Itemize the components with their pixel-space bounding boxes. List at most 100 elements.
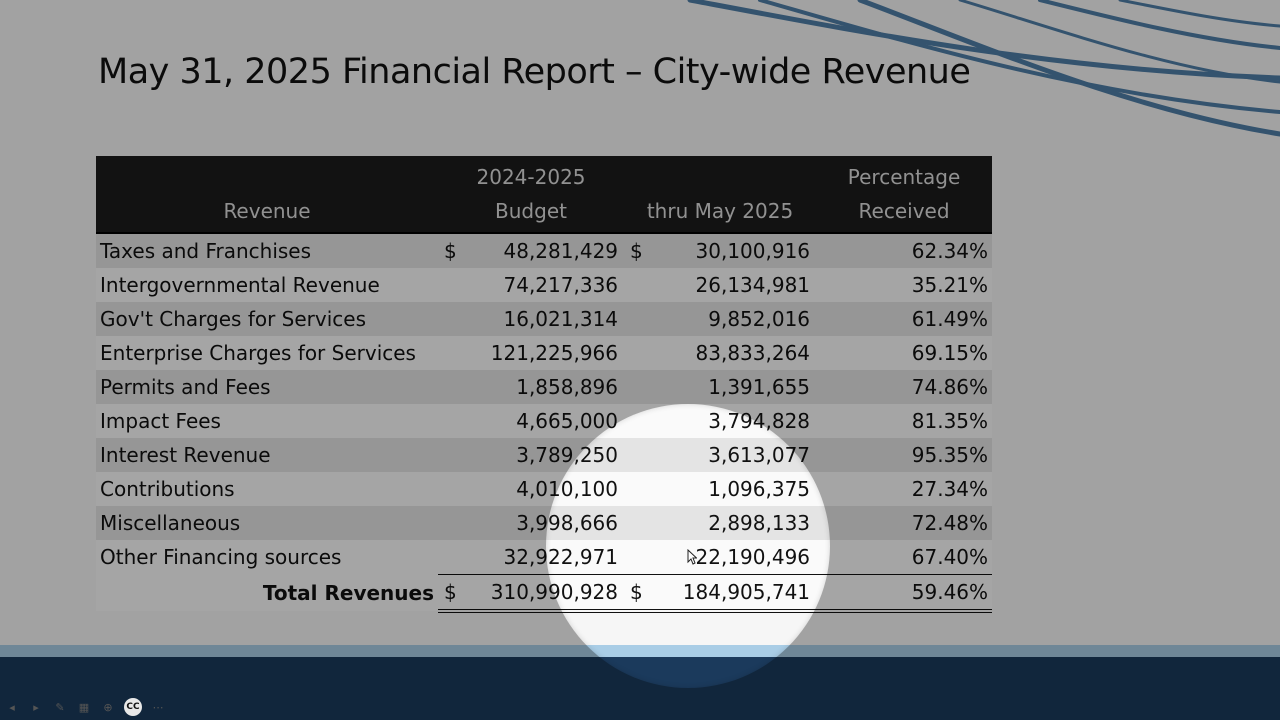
row-thru-currency: [624, 506, 663, 540]
row-budget: 3,998,666: [476, 506, 625, 540]
slide-footer-band: [0, 645, 1280, 720]
row-thru: 3,613,077: [662, 438, 817, 472]
table-row: Impact Fees 4,665,000 3,794,828 81.35%: [96, 404, 993, 438]
revenue-table-body: Taxes and Franchises $ 48,281,429 $ 30,1…: [96, 233, 993, 613]
header-budget: 2024-2025 Budget: [438, 156, 625, 234]
slide-grid-icon[interactable]: ▦: [78, 700, 90, 714]
row-pct: 81.35%: [816, 404, 993, 438]
row-budget: 3,789,250: [476, 438, 625, 472]
revenue-table-header: Revenue 2024-2025 Budget thru May 2025 P…: [96, 156, 993, 234]
row-budget: 1,858,896: [476, 370, 625, 404]
row-name: Contributions: [96, 472, 438, 506]
row-budget: 4,665,000: [476, 404, 625, 438]
row-thru-currency: [624, 404, 663, 438]
zoom-icon[interactable]: ⊕: [103, 700, 113, 714]
row-pct: 61.49%: [816, 302, 993, 336]
row-name: Intergovernmental Revenue: [96, 268, 438, 302]
row-budget: 48,281,429: [476, 233, 625, 268]
row-budget-currency: [438, 370, 476, 404]
table-row: Miscellaneous 3,998,666 2,898,133 72.48%: [96, 506, 993, 540]
header-budget-line1: 2024-2025: [476, 165, 586, 189]
pen-tool-icon[interactable]: ✎: [55, 700, 65, 714]
row-budget-currency: [438, 506, 476, 540]
row-thru: 3,794,828: [662, 404, 817, 438]
row-name: Miscellaneous: [96, 506, 438, 540]
table-row: Taxes and Franchises $ 48,281,429 $ 30,1…: [96, 233, 993, 268]
row-budget: 4,010,100: [476, 472, 625, 506]
table-row: Gov't Charges for Services 16,021,314 9,…: [96, 302, 993, 336]
row-budget-currency: [438, 438, 476, 472]
total-row: Total Revenues $ 310,990,928 $ 184,905,7…: [96, 574, 993, 613]
row-budget-currency: $: [438, 233, 476, 268]
row-budget-currency: [438, 472, 476, 506]
revenue-table: Revenue 2024-2025 Budget thru May 2025 P…: [96, 156, 993, 613]
total-budget-currency: $: [438, 574, 476, 613]
row-thru: 1,391,655: [662, 370, 817, 404]
total-thru-currency: $: [624, 574, 663, 613]
row-thru: 1,096,375: [662, 472, 817, 506]
table-row: Enterprise Charges for Services 121,225,…: [96, 336, 993, 370]
row-name: Interest Revenue: [96, 438, 438, 472]
row-thru-currency: [624, 472, 663, 506]
header-percentage-received: Percentage Received: [816, 156, 993, 234]
decorative-swoosh-graphic: [687, 0, 1280, 137]
next-slide-icon[interactable]: ▸: [33, 700, 39, 714]
row-thru-currency: [624, 370, 663, 404]
row-pct: 27.34%: [816, 472, 993, 506]
row-thru: 83,833,264: [662, 336, 817, 370]
captions-record-button[interactable]: CC: [124, 698, 142, 716]
header-pct-line2: Received: [858, 199, 950, 223]
row-budget-currency: [438, 540, 476, 575]
row-budget: 32,922,971: [476, 540, 625, 575]
total-pct: 59.46%: [816, 574, 993, 613]
row-pct: 35.21%: [816, 268, 993, 302]
row-budget-currency: [438, 336, 476, 370]
row-thru-currency: $: [624, 233, 663, 268]
total-thru: 184,905,741: [662, 574, 817, 613]
row-name: Permits and Fees: [96, 370, 438, 404]
previous-slide-icon[interactable]: ◂: [9, 700, 15, 714]
row-name: Enterprise Charges for Services: [96, 336, 438, 370]
row-pct: 69.15%: [816, 336, 993, 370]
row-thru-currency: [624, 438, 663, 472]
row-pct: 62.34%: [816, 233, 993, 268]
row-pct: 95.35%: [816, 438, 993, 472]
footer-dark-band: [0, 657, 1280, 720]
row-thru: 2,898,133: [662, 506, 817, 540]
total-budget: 310,990,928: [476, 574, 625, 613]
row-thru: 30,100,916: [662, 233, 817, 268]
presentation-slide: May 31, 2025 Financial Report – City-wid…: [0, 0, 1280, 645]
row-name: Impact Fees: [96, 404, 438, 438]
row-thru-currency: [624, 540, 663, 575]
row-name: Other Financing sources: [96, 540, 438, 575]
row-budget-currency: [438, 268, 476, 302]
table-row: Interest Revenue 3,789,250 3,613,077 95.…: [96, 438, 993, 472]
header-pct-line1: Percentage: [847, 165, 961, 189]
row-pct: 67.40%: [816, 540, 993, 575]
row-thru-currency: [624, 268, 663, 302]
row-budget: 16,021,314: [476, 302, 625, 336]
row-thru: 26,134,981: [662, 268, 817, 302]
row-name: Gov't Charges for Services: [96, 302, 438, 336]
row-budget: 121,225,966: [476, 336, 625, 370]
row-name: Taxes and Franchises: [96, 233, 438, 268]
table-row: Other Financing sources 32,922,971 22,19…: [96, 540, 993, 575]
row-pct: 74.86%: [816, 370, 993, 404]
table-row: Intergovernmental Revenue 74,217,336 26,…: [96, 268, 993, 302]
table-row: Permits and Fees 1,858,896 1,391,655 74.…: [96, 370, 993, 404]
row-thru: 9,852,016: [662, 302, 817, 336]
row-thru: 22,190,496: [662, 540, 817, 575]
table-row: Contributions 4,010,100 1,096,375 27.34%: [96, 472, 993, 506]
more-options-icon[interactable]: ⋯: [152, 700, 164, 714]
row-budget-currency: [438, 404, 476, 438]
header-thru-may: thru May 2025: [624, 156, 817, 234]
player-controls: ◂ ▸ ✎ ▦ ⊕ CC ⋯: [0, 696, 166, 718]
total-label: Total Revenues: [96, 574, 438, 611]
footer-light-stripe: [0, 645, 1280, 657]
row-thru-currency: [624, 336, 663, 370]
slide-title: May 31, 2025 Financial Report – City-wid…: [98, 52, 971, 92]
row-pct: 72.48%: [816, 506, 993, 540]
row-budget-currency: [438, 302, 476, 336]
row-budget: 74,217,336: [476, 268, 625, 302]
